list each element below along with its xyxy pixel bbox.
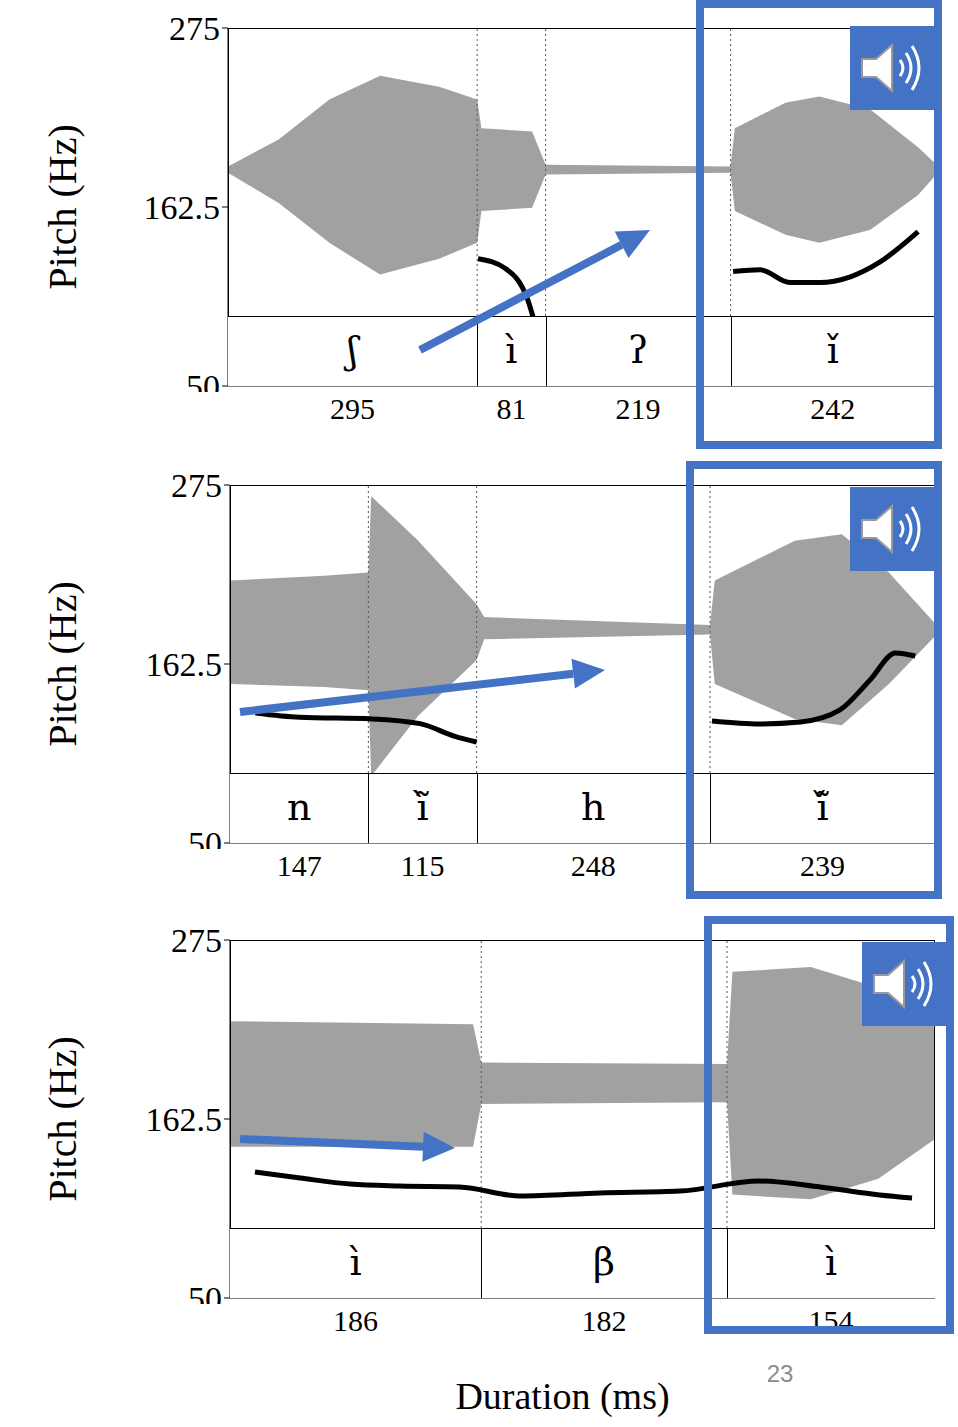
html-text:Duration (ms): Duration (ms): [455, 1375, 670, 1417]
html-text:ʔ: ʔ: [627, 328, 649, 373]
html-text:Pitch (Hz): Pitch (Hz): [39, 1036, 85, 1202]
svg-text:50: 50: [188, 1280, 222, 1304]
svg-text:275: 275: [169, 10, 220, 47]
html-text:182: 182: [581, 1304, 627, 1337]
html-text:242: 242: [810, 392, 856, 425]
html-text:81: 81: [496, 392, 527, 425]
html-text:ì: ì: [824, 1240, 838, 1285]
svg-text:162.5: 162.5: [144, 189, 221, 226]
html-text:Pitch (Hz): Pitch (Hz): [39, 124, 85, 290]
svg-text:162.5: 162.5: [146, 1101, 223, 1138]
html-text:ĩ̀: ĩ̀: [416, 785, 429, 830]
svg-text:50: 50: [188, 825, 222, 849]
svg-text:162.5: 162.5: [146, 646, 223, 683]
html-text:186: 186: [333, 1304, 379, 1337]
html-text:295: 295: [330, 392, 376, 425]
html-text:219: 219: [615, 392, 661, 425]
html-text:β: β: [593, 1240, 616, 1285]
html-text:147: 147: [276, 849, 322, 882]
svg-text:275: 275: [171, 467, 222, 504]
html-text:ʃ: ʃ: [347, 328, 358, 373]
html-text:154: 154: [808, 1304, 854, 1337]
html-text:h: h: [581, 785, 606, 830]
html-text:ì: ì: [349, 1240, 362, 1285]
html-text:23: 23: [766, 1360, 794, 1387]
html-text:n: n: [286, 785, 312, 830]
html-text:239: 239: [800, 849, 845, 882]
html-text:Pitch (Hz): Pitch (Hz): [39, 581, 85, 747]
html-text:ĩ̌: ĩ̌: [816, 785, 829, 830]
html-text:ǐ: ǐ: [826, 328, 839, 373]
svg-text:50: 50: [186, 368, 220, 392]
html-text:115: 115: [400, 849, 445, 882]
svg-text:275: 275: [171, 922, 222, 959]
html-text:ì: ì: [505, 328, 518, 373]
html-text:248: 248: [570, 849, 616, 882]
